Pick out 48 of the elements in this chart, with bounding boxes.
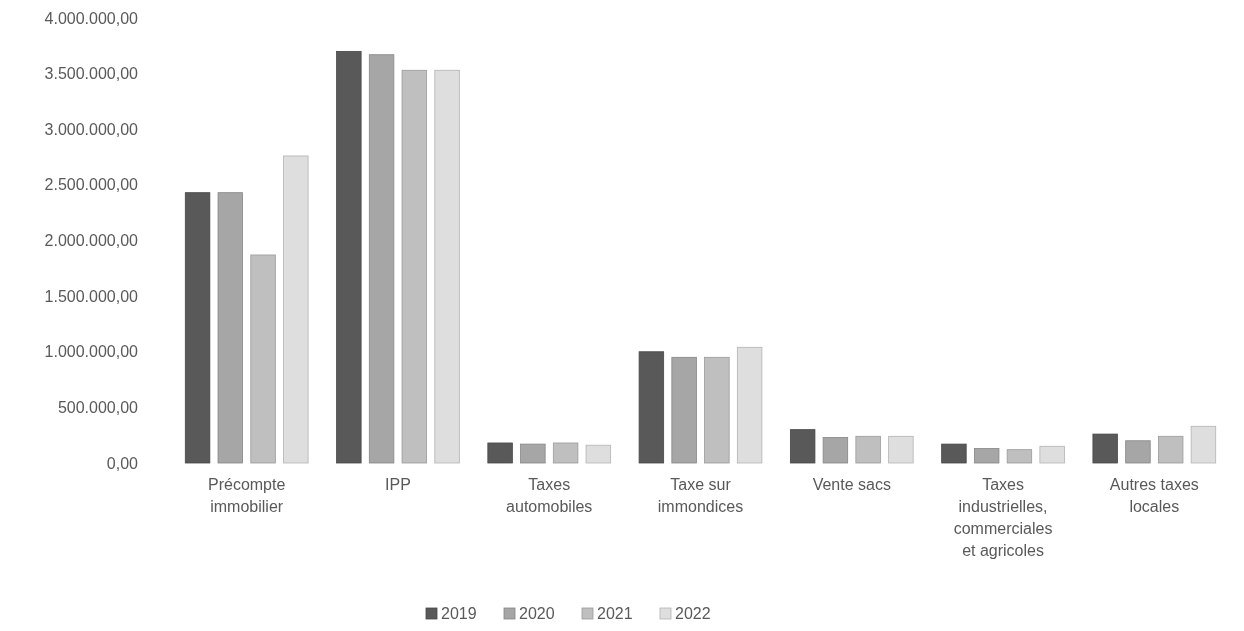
bar	[1092, 433, 1118, 464]
y-tick-label: 2.500.000,00	[44, 176, 139, 194]
bar	[822, 437, 849, 464]
bar	[585, 444, 612, 464]
bar	[283, 155, 309, 464]
bar	[217, 192, 243, 464]
bar	[855, 435, 881, 464]
bar	[1158, 435, 1184, 464]
bar	[1190, 425, 1217, 464]
bar	[368, 54, 395, 464]
legend-label: 2021	[597, 605, 633, 622]
x-tick-label: Taxe sur immondices	[657, 476, 744, 515]
y-tick-label: 1.000.000,00	[44, 343, 139, 361]
bar	[250, 254, 276, 464]
bar	[520, 443, 546, 464]
y-tick-label: 500.000,00	[57, 398, 139, 416]
x-tick-label: Vente sacs	[812, 476, 891, 493]
bar	[401, 69, 428, 464]
bar	[1125, 440, 1151, 464]
bar	[789, 429, 816, 464]
bar	[434, 69, 460, 464]
bar	[1039, 445, 1065, 464]
y-tick-label: 4.000.000,00	[44, 9, 139, 27]
bar	[973, 448, 1000, 464]
bar	[487, 442, 513, 464]
bar	[1006, 449, 1033, 464]
x-tick-label: Autres taxes locales	[1109, 476, 1199, 515]
y-tick-label: 3.000.000,00	[44, 120, 139, 138]
bar	[552, 442, 579, 464]
bar	[736, 346, 763, 464]
x-tick-label: IPP	[385, 476, 411, 493]
y-tick-label: 2.000.000,00	[44, 232, 139, 250]
y-tick-label: 0,00	[106, 454, 139, 472]
bar	[638, 351, 665, 464]
bar	[671, 356, 697, 464]
bar	[888, 435, 914, 464]
bar	[184, 192, 211, 464]
x-tick-label: Précompte immobilier	[208, 476, 286, 515]
y-tick-label: 1.500.000,00	[44, 287, 139, 305]
legend-label: 2019	[441, 605, 477, 622]
x-tick-label: Taxes automobiles	[506, 476, 593, 515]
y-tick-label: 3.500.000,00	[44, 65, 139, 83]
bar	[704, 356, 730, 464]
bar	[941, 443, 967, 464]
legend-label: 2020	[519, 605, 555, 622]
x-tick-label: Taxes industrielles, commerciales et agricoles	[953, 476, 1053, 559]
legend-label: 2022	[675, 605, 711, 622]
bar	[336, 50, 362, 464]
